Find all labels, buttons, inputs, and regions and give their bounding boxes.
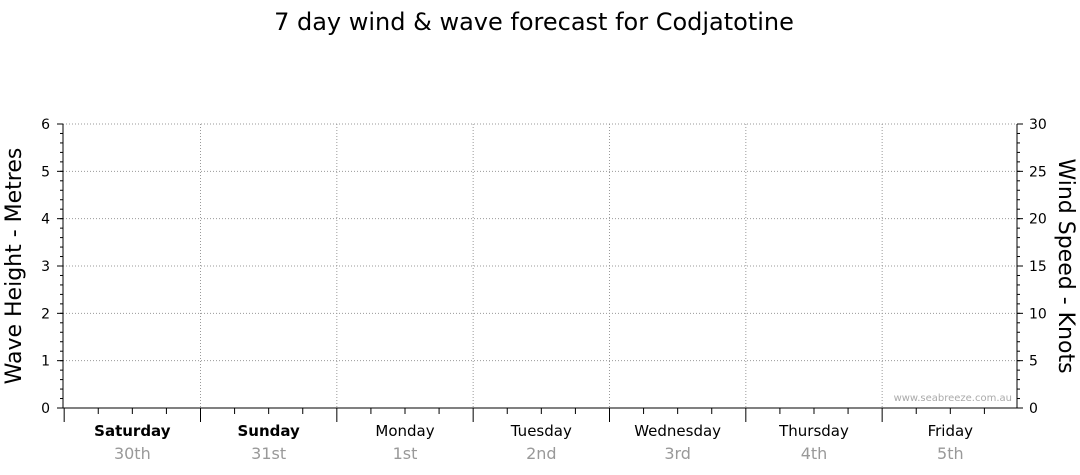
right-axis-title: Wind Speed - Knots xyxy=(1053,158,1078,373)
day-label: Friday xyxy=(928,422,974,440)
left-axis-ticks: 0 1 2 3 4 5 6 xyxy=(41,117,63,417)
right-tick-label: 5 xyxy=(1029,354,1038,370)
right-tick-label: 10 xyxy=(1029,306,1047,322)
left-tick-label: 4 xyxy=(41,212,50,228)
credit-text: www.seabreeze.com.au xyxy=(894,393,1012,404)
date-label: 3rd xyxy=(664,444,691,463)
day-label: Saturday xyxy=(94,422,171,440)
left-tick-label: 0 xyxy=(41,401,50,417)
right-tick-label: 25 xyxy=(1029,164,1047,180)
day-label: Wednesday xyxy=(634,422,721,440)
day-label: Thursday xyxy=(778,422,849,440)
day-label: Tuesday xyxy=(510,422,572,440)
left-tick-label: 3 xyxy=(41,259,50,275)
date-label: 30th xyxy=(114,444,151,463)
left-tick-label: 2 xyxy=(41,306,50,322)
left-tick-label: 1 xyxy=(41,354,50,370)
right-tick-label: 30 xyxy=(1029,117,1047,133)
right-tick-label: 20 xyxy=(1029,212,1047,228)
x-axis-labels: Saturday 30th Sunday 31st Monday 1st Tuesday 2n… xyxy=(63,408,985,463)
date-label: 1st xyxy=(393,444,418,463)
right-axis-ticks: 0 5 10 15 20 25 30 xyxy=(1017,117,1047,417)
chart-title: 7 day wind & wave forecast for Codjatoti… xyxy=(274,8,794,36)
date-label: 5th xyxy=(937,444,964,463)
right-tick-label: 15 xyxy=(1029,259,1047,275)
right-tick-label: 0 xyxy=(1029,401,1038,417)
left-axis-title: Wave Height - Metres xyxy=(2,148,27,385)
date-label: 2nd xyxy=(526,444,556,463)
date-label: 31st xyxy=(251,444,286,463)
day-label: Monday xyxy=(375,422,434,440)
day-label: Sunday xyxy=(237,422,300,440)
left-tick-label: 6 xyxy=(41,117,50,133)
left-tick-label: 5 xyxy=(41,164,50,180)
date-label: 4th xyxy=(801,444,828,463)
grid-lines xyxy=(63,123,1017,408)
